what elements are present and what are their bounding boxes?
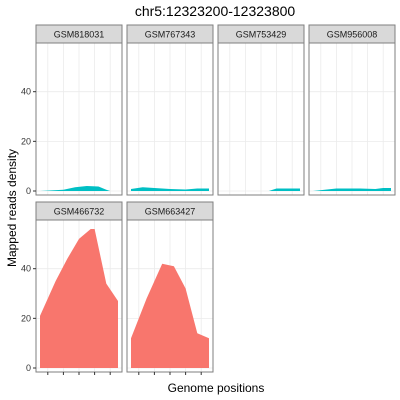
panel-GSM466732: GSM466732 0 20 40	[21, 201, 123, 375]
y-tick-label: 0	[26, 186, 31, 196]
strip-background	[217, 24, 305, 44]
strip-label: GSM663427	[145, 207, 196, 217]
area-GSM466732	[40, 228, 118, 368]
area-GSM818031	[40, 186, 111, 191]
panel-GSM663427: GSM663427	[126, 201, 214, 375]
strip-background	[308, 24, 396, 44]
strip-label: GSM956008	[327, 30, 378, 40]
facet-panels: GSM818031 0 20 40 GSM767343 GSM753429 GSM95600…	[21, 24, 396, 375]
strip-background	[35, 24, 123, 44]
y-tick-label: 20	[21, 136, 31, 146]
strip-label: GSM818031	[54, 30, 105, 40]
panel-GSM956008: GSM956008	[308, 24, 396, 196]
y-tick-label: 0	[26, 363, 31, 373]
panel-GSM753429: GSM753429	[217, 24, 305, 196]
panel-GSM818031: GSM818031 0 20 40	[21, 24, 123, 196]
area-GSM663427	[131, 263, 209, 368]
y-axis-title: Mapped reads density	[5, 149, 19, 267]
area-GSM956008	[313, 188, 391, 191]
strip-background	[35, 201, 123, 221]
chart-title: chr5:12323200-12323800	[135, 3, 296, 19]
area-GSM753429	[268, 188, 300, 191]
strip-label: GSM753429	[236, 30, 287, 40]
y-tick-label: 20	[21, 313, 31, 323]
area-GSM767343	[131, 187, 209, 191]
strip-background	[126, 24, 214, 44]
x-axis-title: Genome positions	[168, 381, 265, 395]
y-tick-label: 40	[21, 264, 31, 274]
strip-background	[126, 201, 214, 221]
strip-label: GSM466732	[54, 207, 105, 217]
panel-GSM767343: GSM767343	[126, 24, 214, 196]
y-tick-label: 40	[21, 87, 31, 97]
strip-label: GSM767343	[145, 30, 196, 40]
